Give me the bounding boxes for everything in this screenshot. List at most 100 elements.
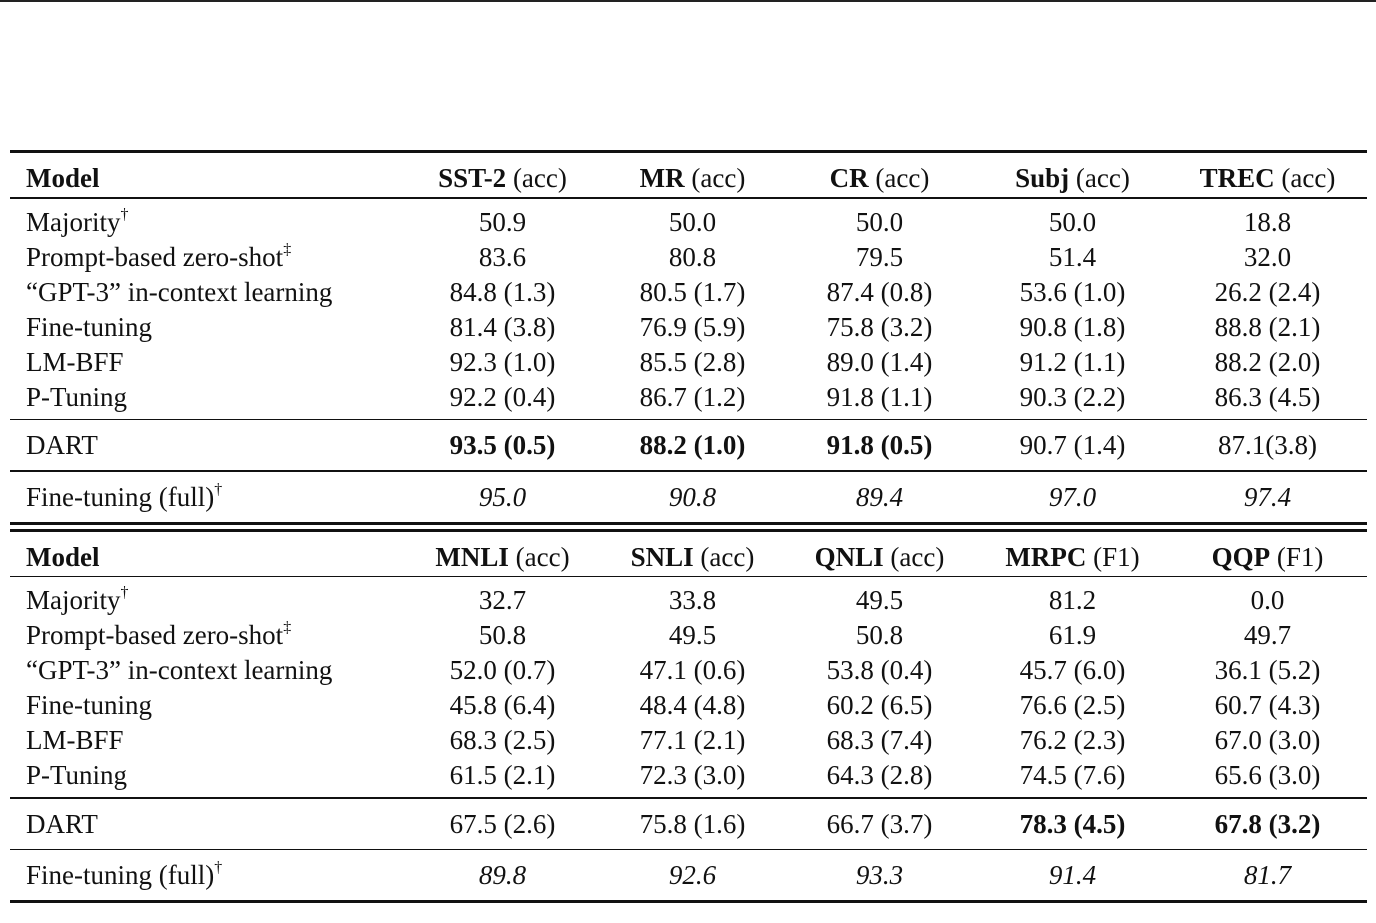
table-row: Prompt-based zero-shot‡ 83.6 80.8 79.5 5…	[10, 240, 1367, 275]
table2-header-row: Model MNLI (acc) SNLI (acc) QNLI (acc) M…	[10, 532, 1367, 576]
table-cell-best: 78.3 (4.5)	[1019, 808, 1126, 839]
table-cell: 81.2	[1048, 585, 1097, 615]
table-cell: 50.9	[478, 206, 527, 237]
ddagger-mark: ‡	[283, 240, 292, 258]
table-cell: 52.0 (0.7)	[449, 655, 556, 685]
dart-row: DART 93.5 (0.5) 88.2 (1.0) 91.8 (0.5) 90…	[10, 420, 1367, 470]
table-cell: 74.5 (7.6)	[1019, 760, 1126, 790]
row-label: Prompt-based zero-shot	[26, 620, 284, 650]
header-col: QNLI (acc)	[814, 541, 945, 572]
table-cell: 48.4 (4.8)	[639, 690, 746, 720]
table-cell: 91.8 (1.1)	[826, 381, 933, 412]
table-cell: 50.8	[855, 620, 904, 650]
table-cell: 91.4	[1048, 860, 1097, 890]
table-cell: 49.7	[1243, 620, 1292, 650]
row-label: Fine-tuning (full)	[26, 481, 215, 512]
table-row: Prompt-based zero-shot‡ 50.8 49.5 50.8 6…	[10, 618, 1367, 653]
section-rule	[10, 470, 1367, 472]
header-col: Subj (acc)	[1015, 163, 1130, 193]
table-row: P-Tuning 92.2 (0.4) 86.7 (1.2) 91.8 (1.1…	[10, 380, 1367, 415]
table-cell: 60.7 (4.3)	[1214, 690, 1321, 720]
table-cell: 45.7 (6.0)	[1019, 655, 1126, 685]
table-cell: 89.4	[855, 481, 904, 512]
table-row: “GPT-3” in-context learning 52.0 (0.7) 4…	[10, 653, 1367, 688]
table-cell: 47.1 (0.6)	[639, 655, 746, 685]
table-cell: 50.8	[478, 620, 527, 650]
table-cell: 89.0 (1.4)	[826, 346, 933, 377]
table-cell: 68.3 (2.5)	[449, 725, 556, 755]
row-label: P-Tuning	[26, 381, 128, 412]
table-cell-best: 91.8 (0.5)	[826, 430, 933, 460]
header-col: SNLI (acc)	[630, 541, 755, 572]
table-row: LM-BFF 92.3 (1.0) 85.5 (2.8) 89.0 (1.4) …	[10, 345, 1367, 380]
dagger-mark: †	[214, 480, 223, 498]
table-cell: 64.3 (2.8)	[826, 760, 933, 790]
table-cell: 80.5 (1.7)	[639, 276, 746, 307]
row-label: “GPT-3” in-context learning	[26, 276, 333, 307]
table-cell: 90.7 (1.4)	[1019, 430, 1126, 460]
double-rule-bottom	[10, 528, 1367, 532]
dagger-mark: †	[120, 205, 129, 223]
table-cell: 67.0 (3.0)	[1214, 725, 1321, 755]
section-rule	[10, 848, 1367, 850]
table-cell: 76.6 (2.5)	[1019, 690, 1126, 720]
row-label: Fine-tuning (full)	[26, 860, 215, 890]
table-cell: 49.5	[668, 620, 717, 650]
table-cell: 84.8 (1.3)	[449, 276, 556, 307]
row-label: LM-BFF	[26, 346, 124, 377]
header-col: CR (acc)	[829, 163, 930, 193]
table-cell: 75.8 (3.2)	[826, 311, 933, 342]
results-table: Model SST-2 (acc) MR (acc) CR (acc) Subj…	[10, 150, 1367, 903]
table-cell: 97.0	[1048, 481, 1097, 512]
table-row: LM-BFF 68.3 (2.5) 77.1 (2.1) 68.3 (7.4) …	[10, 723, 1367, 758]
table-bottom-rule	[10, 900, 1367, 903]
table-cell: 91.2 (1.1)	[1019, 346, 1126, 377]
table-cell: 86.7 (1.2)	[639, 381, 746, 412]
table-cell: 77.1 (2.1)	[639, 725, 746, 755]
table-cell: 51.4	[1048, 241, 1097, 272]
table-cell: 49.5	[855, 585, 904, 615]
table-cell: 93.3	[855, 860, 904, 890]
table-cell: 90.3 (2.2)	[1019, 381, 1126, 412]
section-rule	[10, 797, 1367, 799]
table-cell: 85.5 (2.8)	[639, 346, 746, 377]
row-label: P-Tuning	[26, 760, 128, 790]
table-cell: 32.7	[478, 585, 527, 615]
table-cell: 53.6 (1.0)	[1019, 276, 1126, 307]
header-rule	[10, 575, 1367, 577]
table-row: Fine-tuning 81.4 (3.8) 76.9 (5.9) 75.8 (…	[10, 310, 1367, 345]
row-label: Majority	[26, 206, 121, 237]
table-cell: 80.8	[668, 241, 717, 272]
table-cell: 36.1 (5.2)	[1214, 655, 1321, 685]
double-rule-top	[10, 521, 1367, 525]
table-cell: 88.2 (2.0)	[1214, 346, 1321, 377]
table-cell: 67.5 (2.6)	[449, 808, 556, 839]
table-row: Majority† 32.7 33.8 49.5 81.2 0.0	[10, 583, 1367, 618]
table-cell-best: 88.2 (1.0)	[639, 430, 746, 460]
table-cell: 65.6 (3.0)	[1214, 760, 1321, 790]
row-label: Majority	[26, 585, 121, 615]
table-cell: 89.8	[478, 860, 527, 890]
header-col: MR (acc)	[639, 163, 746, 193]
header-rule	[10, 197, 1367, 199]
table-top-rule	[10, 150, 1367, 153]
table-cell: 87.1(3.8)	[1218, 430, 1317, 460]
row-label: Fine-tuning	[26, 311, 152, 342]
table-cell: 97.4	[1243, 481, 1292, 512]
row-label: DART	[26, 808, 98, 839]
table-cell: 81.4 (3.8)	[449, 311, 556, 342]
table-cell: 61.9	[1048, 620, 1097, 650]
header-col: QQP (F1)	[1211, 541, 1324, 572]
header-model: Model	[26, 163, 100, 193]
table1-header-row: Model SST-2 (acc) MR (acc) CR (acc) Subj…	[10, 153, 1367, 197]
table-cell: 45.8 (6.4)	[449, 690, 556, 720]
header-col: MRPC (F1)	[1005, 541, 1140, 572]
row-label: Fine-tuning	[26, 690, 152, 720]
dagger-mark: †	[120, 584, 129, 601]
header-col: SST-2 (acc)	[438, 163, 567, 193]
table-cell: 0.0	[1250, 585, 1285, 615]
table-cell: 33.8	[668, 585, 717, 615]
table-cell: 32.0	[1243, 241, 1292, 272]
table-cell: 79.5	[855, 241, 904, 272]
table-cell: 72.3 (3.0)	[639, 760, 746, 790]
